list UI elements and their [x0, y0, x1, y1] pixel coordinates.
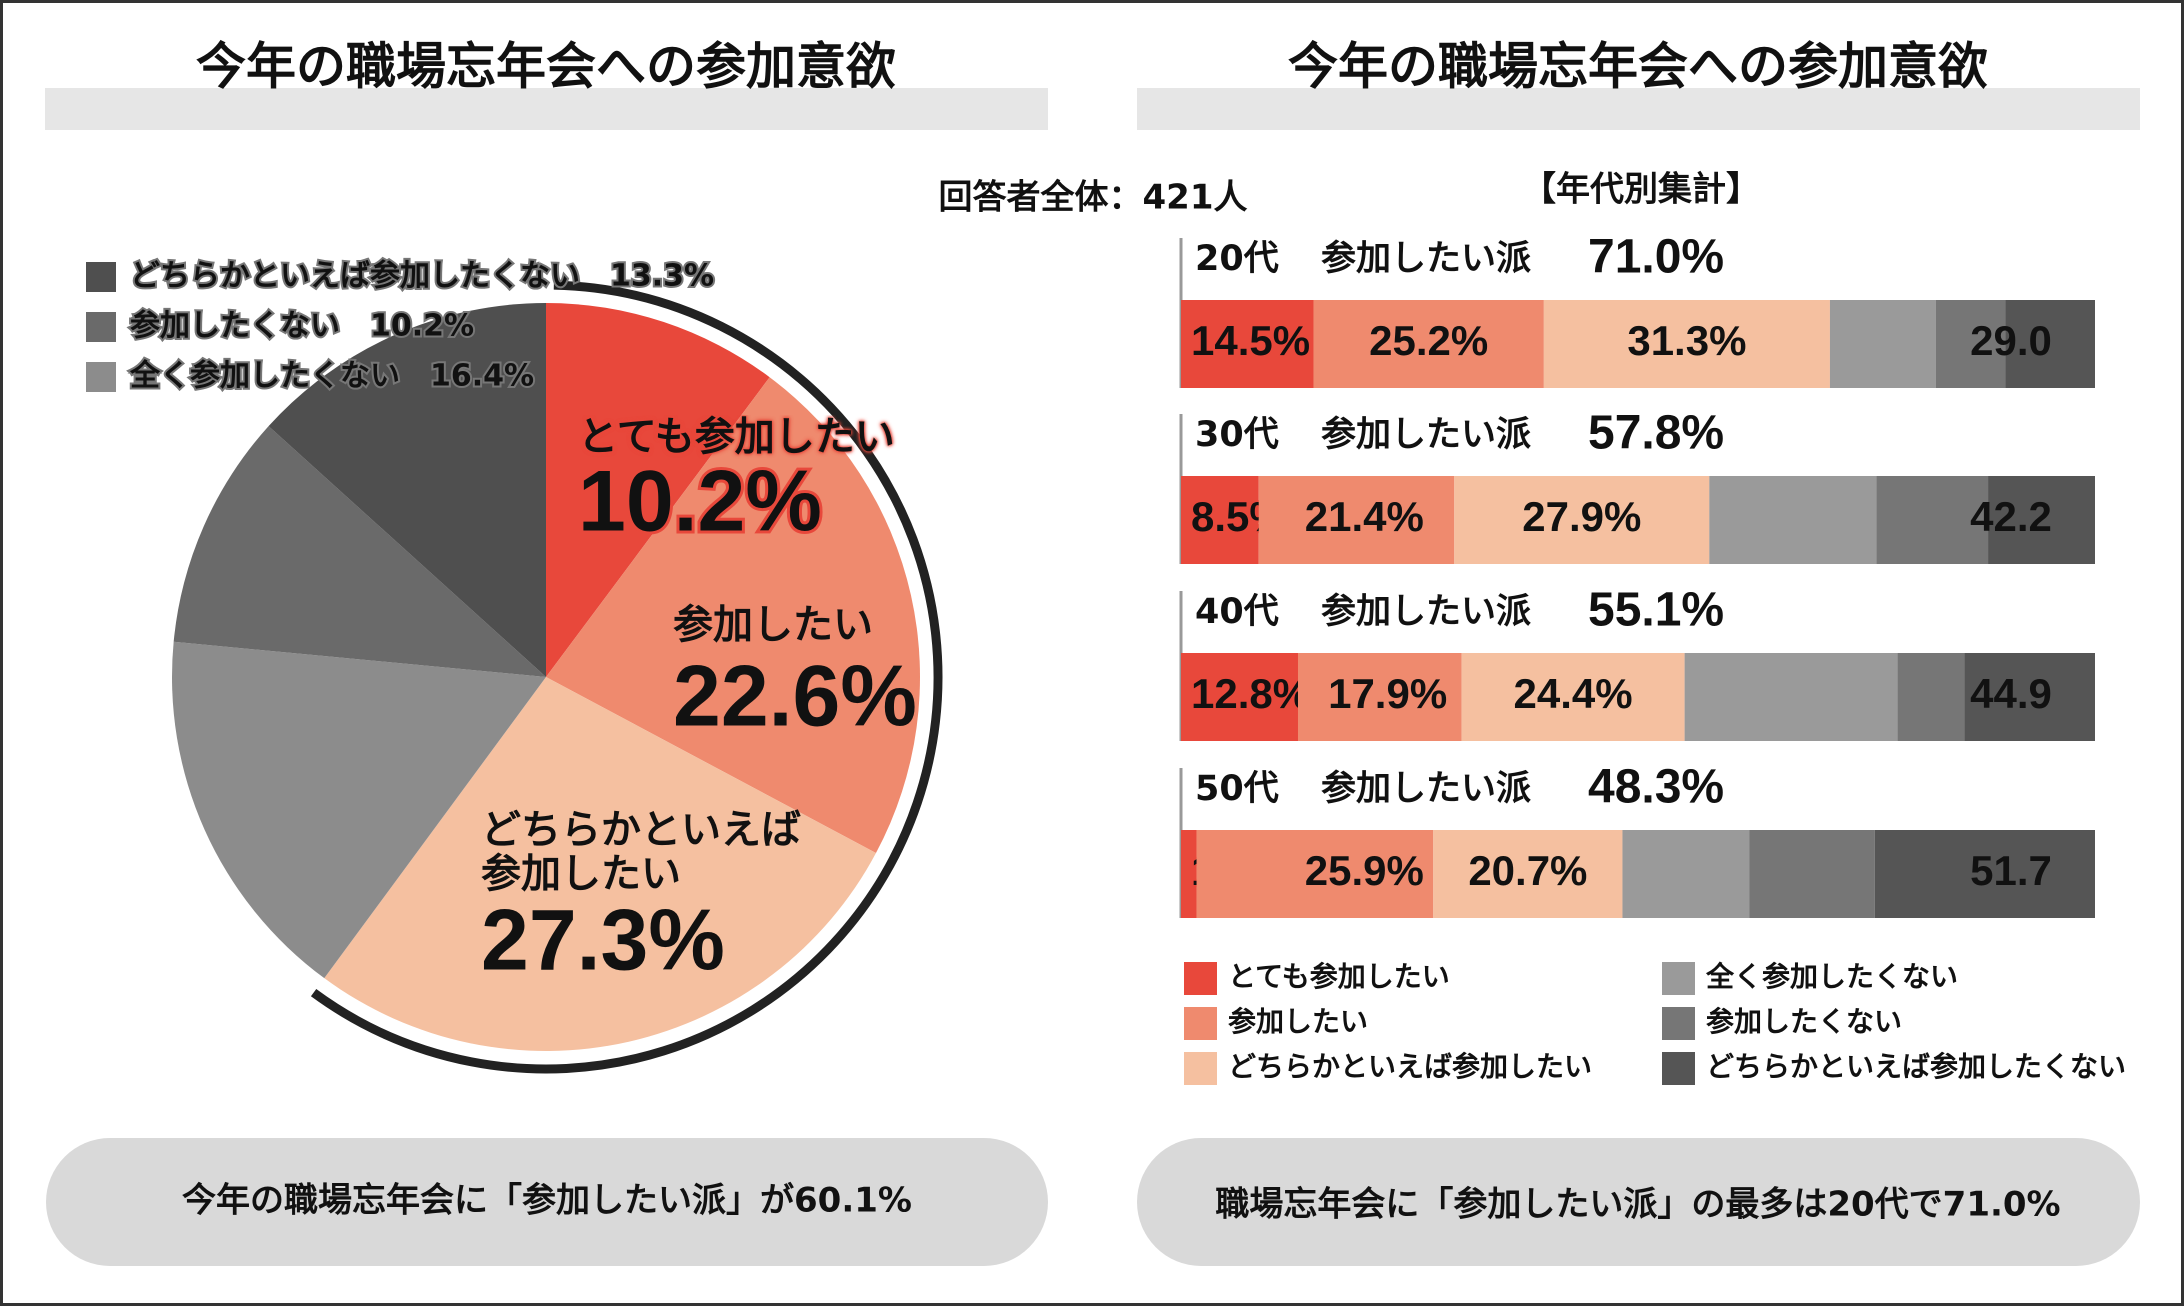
slice-label: とても参加したい: [578, 415, 895, 460]
legend-label: 全く参加したくない: [1705, 960, 1958, 993]
bar-segment: [1258, 476, 1455, 564]
bar-segment: [1433, 830, 1623, 918]
legend-label: どちらかといえば参加したい: [1228, 1050, 1592, 1083]
slice-label-box: 参加したい: [673, 603, 873, 648]
bar-segment: [1181, 830, 1197, 918]
category-label: 50代: [1195, 769, 1279, 809]
remainder-total: 44.9: [1970, 670, 2052, 717]
bar-segment: [1454, 476, 1710, 564]
group-total: 48.3%: [1588, 761, 1724, 814]
slice-value: 27.3%: [481, 893, 725, 989]
segment-label: 17.9%: [1328, 670, 1447, 717]
bar-segment: [1829, 300, 1936, 388]
legend-swatch: [86, 312, 116, 342]
group-total: 71.0%: [1588, 231, 1724, 284]
summary-box: [1137, 1138, 2140, 1266]
slice-label-box: どちらかといえば参加したい: [481, 808, 801, 897]
bar-segment: [1181, 300, 1314, 388]
summary-box: [46, 1138, 1048, 1266]
slice-label: 参加したい: [673, 603, 873, 648]
bar-segment: [1181, 653, 1298, 741]
slice-label: どちらかといえば参加したい: [481, 808, 801, 897]
slice-label-box: とても参加したい: [578, 415, 895, 460]
legend-value: 16.4%: [430, 359, 534, 394]
bar-segment: [1622, 830, 1750, 918]
bar-segment: [1297, 653, 1462, 741]
segment-label: 25.2%: [1369, 317, 1488, 364]
bar-segment: [2005, 300, 2095, 388]
legend-label: 参加したくない: [1706, 1005, 1902, 1038]
legend-swatch: [1184, 1052, 1217, 1085]
chart-title: 今年の職場忘年会への参加意欲: [1288, 38, 1988, 96]
segment-label: 14.5%: [1191, 317, 1310, 364]
bar-segment: [1313, 300, 1544, 388]
group-name: 参加したい派: [1321, 239, 1531, 279]
bar-segment: [1684, 653, 1898, 741]
legend-label: 参加したい: [1228, 1005, 1368, 1038]
segment-label: 12.8%: [1191, 670, 1310, 717]
remainder-total: 29.0: [1970, 317, 2052, 364]
legend-swatch: [1184, 1007, 1217, 1040]
pie-slice: [324, 677, 876, 1051]
bar-segment: [1709, 476, 1877, 564]
bar-segment: [1461, 653, 1685, 741]
summary-text: 今年の職場忘年会に「参加したい派」が60.1%: [182, 1181, 912, 1221]
pie-slice: [268, 303, 546, 677]
chart-subtitle: 回答者全体：421人: [939, 178, 1248, 218]
remainder-total: 51.7: [1970, 847, 2052, 894]
pie-slice: [171, 641, 546, 979]
group-name: 参加したい派: [1321, 592, 1531, 632]
group-name: 参加したい派: [1321, 415, 1531, 455]
slice-value: 10.2%: [578, 454, 822, 550]
pie-slice: [173, 426, 546, 677]
legend-swatch: [1662, 1007, 1695, 1040]
bar-segment: [1876, 476, 1989, 564]
bar-segment: [1988, 476, 2095, 564]
legend-value: 10.2%: [370, 309, 474, 344]
chart-title: 今年の職場忘年会への参加意欲: [196, 38, 896, 96]
remainder-total: 42.2: [1970, 493, 2052, 540]
chart-subtitle: 【年代別集計】: [1522, 170, 1760, 210]
category-label: 40代: [1195, 592, 1279, 632]
legend-swatch: [1184, 962, 1217, 995]
bar-segment: [1543, 300, 1830, 388]
category-label: 20代: [1195, 239, 1279, 279]
bar-segment: [1935, 300, 2006, 388]
bar-segment: [1181, 476, 1259, 564]
legend-label: とても参加したい: [1228, 960, 1450, 993]
bar-segment: [1964, 653, 2095, 741]
pie-slice: [546, 303, 770, 677]
title-band: [1137, 88, 2140, 130]
legend-swatch: [1662, 962, 1695, 995]
summary-text: 職場忘年会に「参加したい派」の最多は20代で71.0%: [1215, 1185, 2060, 1225]
legend-label: どちらかといえば参加したくない: [1706, 1050, 2126, 1083]
legend-swatch: [86, 362, 116, 392]
category-label: 30代: [1195, 415, 1279, 455]
legend-label: 参加したくない: [130, 309, 340, 344]
highlight-arc: [310, 280, 943, 1074]
slice-value: 22.6%: [673, 649, 917, 745]
group-total: 57.8%: [1588, 407, 1724, 460]
bar-segment: [1874, 830, 2095, 918]
pie-slice: [546, 377, 920, 854]
legend-value: 13.3%: [610, 259, 714, 294]
bar-segment: [1196, 830, 1434, 918]
segment-label: 27.9%: [1522, 493, 1641, 540]
legend-label: 全く参加したくない: [129, 359, 400, 394]
segment-label: 20.7%: [1468, 847, 1587, 894]
bar-segment: [1897, 653, 1965, 741]
segment-label: 21.4%: [1305, 493, 1424, 540]
group-name: 参加したい派: [1321, 769, 1531, 809]
title-band: [45, 88, 1048, 130]
group-total: 55.1%: [1588, 584, 1724, 637]
bar-segment: [1749, 830, 1875, 918]
legend-label: どちらかといえば参加したくない: [130, 259, 580, 294]
legend-swatch: [1662, 1052, 1695, 1085]
segment-label: 31.3%: [1627, 317, 1746, 364]
segment-label: 24.4%: [1514, 670, 1633, 717]
legend-swatch: [86, 262, 116, 292]
segment-label: 25.9%: [1305, 847, 1424, 894]
